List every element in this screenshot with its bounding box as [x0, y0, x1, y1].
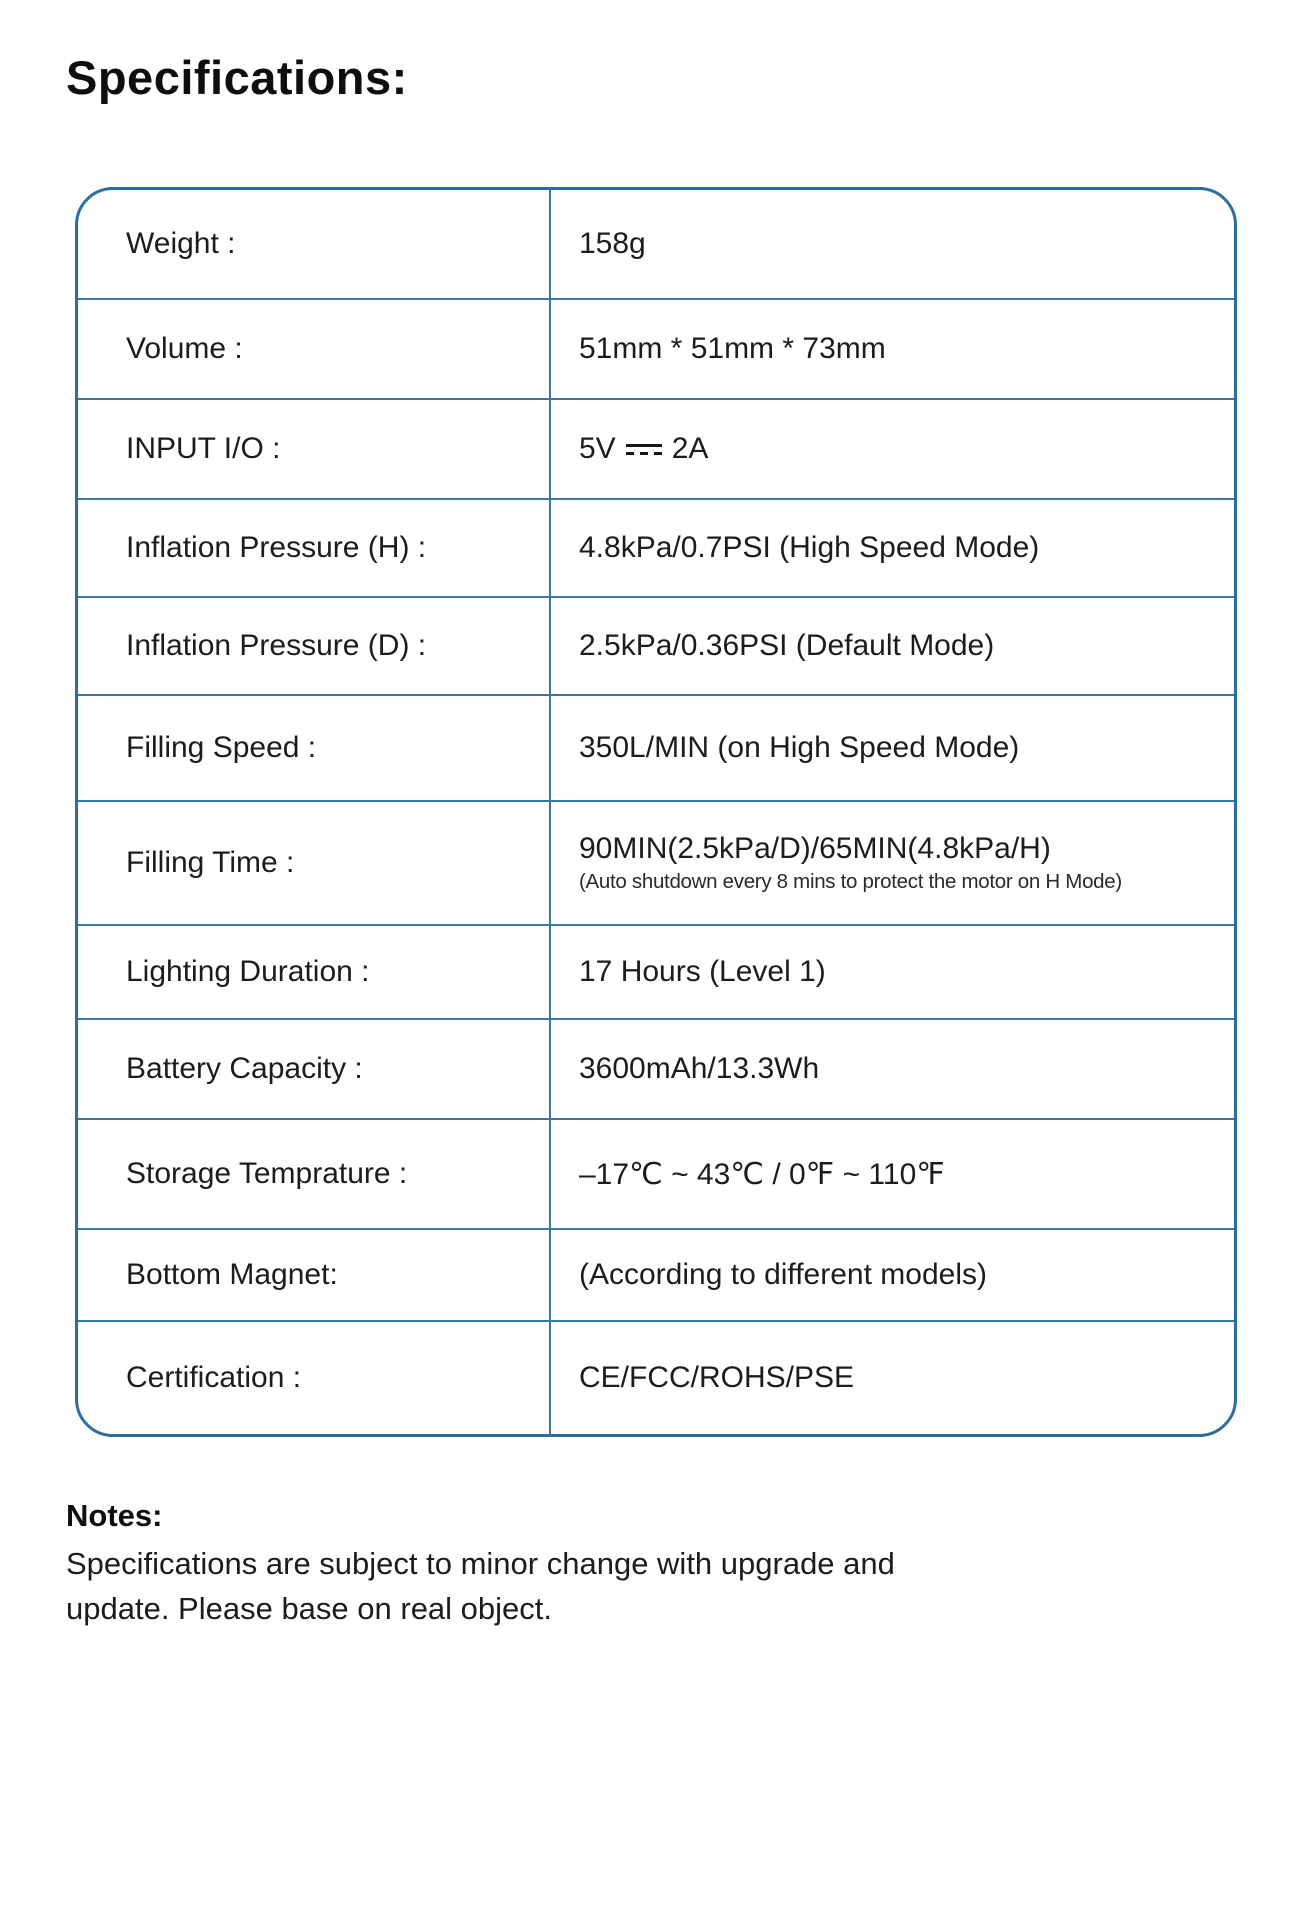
spec-value-cell: (According to different models) — [551, 1230, 1234, 1320]
spec-value: 2.5kPa/0.36PSI (Default Mode) — [579, 629, 995, 662]
spec-row: Certification : CE/FCC/ROHS/PSE — [78, 1322, 1234, 1434]
spec-value: (According to different models) — [579, 1258, 987, 1291]
spec-label: Certification : — [78, 1322, 551, 1434]
spec-row: Battery Capacity : 3600mAh/13.3Wh — [78, 1020, 1234, 1120]
spec-row: Inflation Pressure (H) : 4.8kPa/0.7PSI (… — [78, 500, 1234, 598]
spec-label: Filling Speed : — [78, 696, 551, 800]
spec-value-note: (Auto shutdown every 8 mins to protect t… — [579, 870, 1122, 893]
spec-label: Lighting Duration : — [78, 926, 551, 1018]
spec-label: Bottom Magnet: — [78, 1230, 551, 1320]
spec-label: Weight : — [78, 190, 551, 298]
dc-symbol-icon — [625, 443, 662, 456]
spec-value: –17℃ ~ 43℃ / 0℉ ~ 110℉ — [579, 1157, 945, 1191]
spec-row: Filling Time : 90MIN(2.5kPa/D)/65MIN(4.8… — [78, 802, 1234, 926]
page-title: Specifications: — [66, 51, 408, 104]
spec-label: Battery Capacity : — [78, 1020, 551, 1118]
spec-row: Volume : 51mm * 51mm * 73mm — [78, 300, 1234, 400]
spec-row: Inflation Pressure (D) : 2.5kPa/0.36PSI … — [78, 598, 1234, 696]
spec-value-cell: 2.5kPa/0.36PSI (Default Mode) — [551, 598, 1234, 694]
spec-value-cell: 3600mAh/13.3Wh — [551, 1020, 1234, 1118]
spec-table: Weight : 158g Volume : 51mm * 51mm * 73m… — [75, 187, 1237, 1437]
spec-label: Volume : — [78, 300, 551, 398]
spec-value-cell: CE/FCC/ROHS/PSE — [551, 1322, 1234, 1434]
spec-value: 5V 2A — [579, 432, 1224, 466]
spec-value: 4.8kPa/0.7PSI (High Speed Mode) — [579, 531, 1040, 564]
spec-value-cell: 158g — [551, 190, 1234, 298]
spec-value: 3600mAh/13.3Wh — [579, 1052, 820, 1085]
spec-value: 90MIN(2.5kPa/D)/65MIN(4.8kPa/H) — [579, 832, 1051, 865]
spec-label: Inflation Pressure (D) : — [78, 598, 551, 694]
spec-row: INPUT I/O : 5V 2A — [78, 400, 1234, 500]
spec-label: Storage Temprature : — [78, 1120, 551, 1228]
spec-row: Lighting Duration : 17 Hours (Level 1) — [78, 926, 1234, 1020]
spec-value-cell: –17℃ ~ 43℃ / 0℉ ~ 110℉ — [551, 1120, 1234, 1228]
spec-value-cell: 51mm * 51mm * 73mm — [551, 300, 1234, 398]
notes-heading: Notes: — [66, 1498, 163, 1533]
spec-value: 51mm * 51mm * 73mm — [579, 332, 886, 365]
spec-row: Storage Temprature : –17℃ ~ 43℃ / 0℉ ~ 1… — [78, 1120, 1234, 1230]
spec-row: Bottom Magnet: (According to different m… — [78, 1230, 1234, 1322]
spec-value-cell: 17 Hours (Level 1) — [551, 926, 1234, 1018]
spec-value-cell: 5V 2A — [551, 400, 1234, 498]
spec-value: 17 Hours (Level 1) — [579, 955, 826, 988]
spec-value-cell: 90MIN(2.5kPa/D)/65MIN(4.8kPa/H) (Auto sh… — [551, 802, 1234, 924]
spec-value: CE/FCC/ROHS/PSE — [579, 1361, 855, 1394]
spec-value: 350L/MIN (on High Speed Mode) — [579, 731, 1020, 764]
spec-label: INPUT I/O : — [78, 400, 551, 498]
spec-row: Weight : 158g — [78, 190, 1234, 300]
spec-row: Filling Speed : 350L/MIN (on High Speed … — [78, 696, 1234, 802]
spec-label: Inflation Pressure (H) : — [78, 500, 551, 596]
value-text: 5V — [579, 432, 616, 465]
notes-body: Specifications are subject to minor chan… — [66, 1546, 895, 1626]
value-text: 2A — [671, 432, 709, 465]
spec-value-cell: 350L/MIN (on High Speed Mode) — [551, 696, 1234, 800]
spec-value-cell: 4.8kPa/0.7PSI (High Speed Mode) — [551, 500, 1234, 596]
spec-label: Filling Time : — [78, 802, 551, 924]
notes-section: Notes: Specifications are subject to min… — [66, 1498, 991, 1632]
spec-value: 158g — [579, 227, 646, 260]
